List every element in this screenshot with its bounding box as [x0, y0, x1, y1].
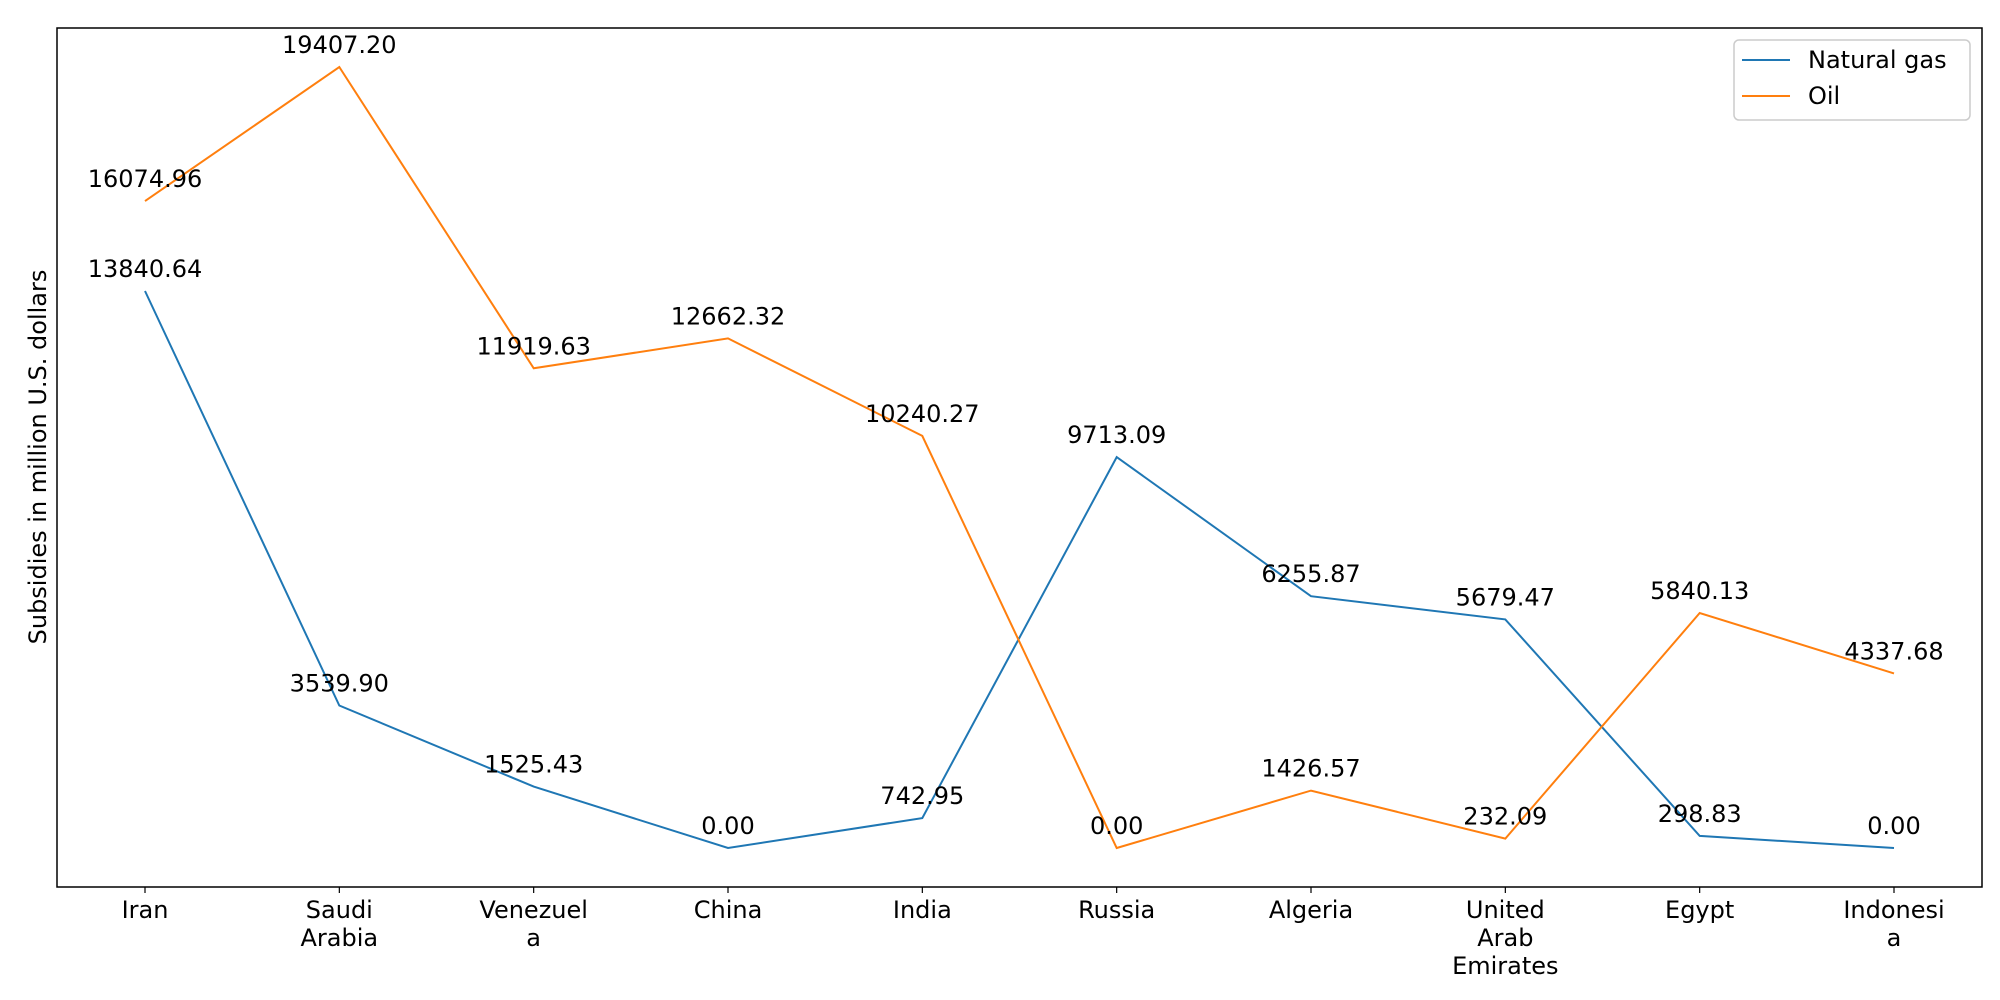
data-label-oil-china: 12662.32: [671, 302, 786, 330]
x-tick-label-line: Algeria: [1269, 896, 1353, 924]
plot-area-frame: [56, 27, 1983, 888]
data-label-natural-gas-egypt: 298.83: [1658, 800, 1742, 828]
data-label-oil-indonesia: 4337.68: [1844, 637, 1943, 665]
x-tick-label-line: Saudi: [306, 896, 373, 924]
data-label-oil-egypt: 5840.13: [1650, 577, 1749, 605]
x-tick-label-china: China: [694, 896, 763, 924]
y-axis-label: Subsidies in million U.S. dollars: [24, 270, 52, 645]
data-label-oil-algeria: 1426.57: [1261, 755, 1360, 783]
data-label-natural-gas-iran: 13840.64: [88, 255, 203, 283]
x-tick-label-line: Iran: [122, 896, 169, 924]
x-tick-label-line: Arabia: [301, 924, 379, 952]
data-label-oil-saudi-arabia: 19407.20: [282, 31, 397, 59]
data-label-natural-gas-russia: 9713.09: [1067, 421, 1166, 449]
x-tick-label-line: Egypt: [1665, 896, 1734, 924]
data-label-natural-gas-saudi-arabia: 3539.90: [290, 670, 389, 698]
legend-label-oil: Oil: [1808, 82, 1840, 110]
legend-box: [1733, 39, 1971, 121]
x-tick-label-saudi-arabia: Saudi Arabia: [301, 896, 379, 952]
x-tick-label-line: Indonesi: [1843, 896, 1944, 924]
x-tick-label-line: China: [694, 896, 763, 924]
x-tick-label-line: Russia: [1078, 896, 1155, 924]
series-line-natural-gas: [144, 290, 1895, 850]
x-tick-label-united-arab-emirates: United Arab Emirates: [1452, 896, 1558, 980]
data-label-natural-gas-united-arab-emirates: 5679.47: [1456, 583, 1555, 611]
data-label-natural-gas-indonesia: 0.00: [1867, 812, 1920, 840]
x-tick-label-india: India: [893, 896, 952, 924]
data-label-layer: 13840.64 3539.90 1525.43 0.00 742.95 9713.09 6…: [88, 31, 1944, 840]
series-layer: [144, 65, 1895, 850]
data-label-natural-gas-india: 742.95: [880, 782, 964, 810]
x-tick-label-line: Emirates: [1452, 952, 1558, 980]
data-label-natural-gas-china: 0.00: [701, 812, 754, 840]
x-tick-label-algeria: Algeria: [1269, 896, 1353, 924]
x-tick-label-egypt: Egypt: [1665, 896, 1734, 924]
data-label-oil-iran: 16074.96: [88, 165, 203, 193]
legend-label-natural-gas: Natural gas: [1808, 46, 1947, 74]
x-tick-label-line: a: [1887, 924, 1902, 952]
x-tick-label-line: Venezuel: [479, 896, 588, 924]
x-tick-label-venezuela: Venezuel a: [479, 896, 588, 952]
x-tick-label-indonesia: Indonesi a: [1843, 896, 1944, 952]
data-label-oil-venezuela: 11919.63: [476, 332, 591, 360]
data-label-natural-gas-venezuela: 1525.43: [484, 751, 583, 779]
data-label-oil-russia: 0.00: [1090, 812, 1143, 840]
data-label-oil-united-arab-emirates: 232.09: [1463, 803, 1547, 831]
x-tick-label-russia: Russia: [1078, 896, 1155, 924]
data-label-natural-gas-algeria: 6255.87: [1261, 560, 1360, 588]
x-tick-label-iran: Iran: [122, 896, 169, 924]
x-tick-label-line: United: [1466, 896, 1545, 924]
x-tick-label-line: a: [526, 924, 541, 952]
legend: Natural gas Oil: [1733, 39, 1971, 121]
data-label-oil-india: 10240.27: [865, 400, 980, 428]
series-line-oil: [144, 65, 1895, 850]
x-tick-label-line: Arab: [1477, 924, 1533, 952]
x-tick-label-line: India: [893, 896, 952, 924]
